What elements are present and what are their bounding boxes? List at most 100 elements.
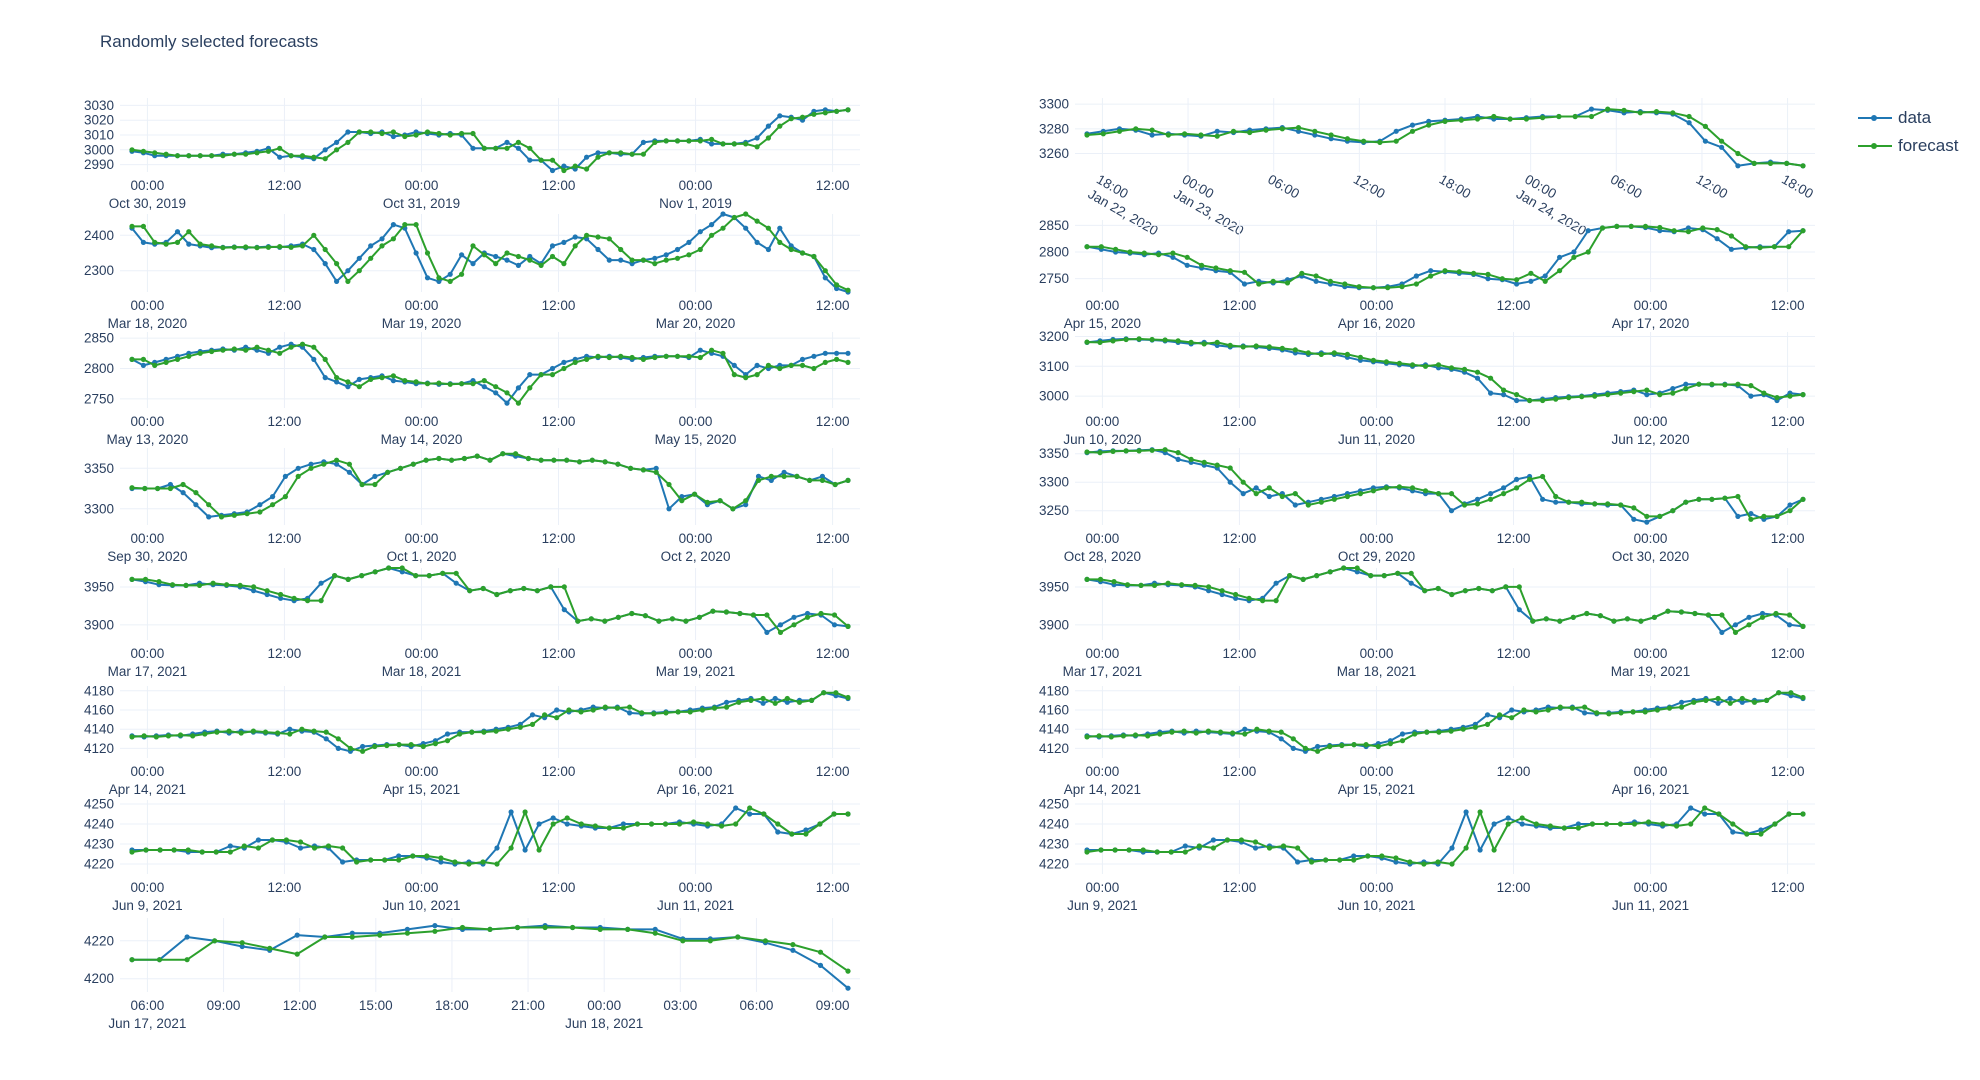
point-forecast	[625, 926, 631, 933]
point-data	[1732, 622, 1739, 628]
point-data	[180, 490, 186, 496]
point-forecast	[1219, 588, 1225, 594]
point-forecast	[651, 711, 657, 717]
point-forecast	[561, 365, 567, 372]
point-forecast	[1182, 849, 1188, 855]
point-data	[845, 985, 851, 991]
y-tick-label: 3900	[1039, 617, 1069, 632]
point-forecast	[1474, 501, 1481, 507]
point-forecast	[1424, 729, 1430, 735]
point-forecast	[1315, 748, 1321, 754]
point-forecast	[538, 372, 544, 378]
point-forecast	[1205, 728, 1211, 734]
point-forecast	[197, 350, 203, 356]
x-tick-date: May 14, 2020	[381, 432, 463, 447]
point-forecast	[461, 455, 467, 462]
point-forecast	[1719, 612, 1725, 618]
point-data	[549, 167, 556, 174]
point-forecast	[190, 733, 196, 739]
point-forecast	[294, 951, 300, 957]
point-forecast	[1279, 493, 1285, 500]
x-tick-date: Mar 20, 2020	[656, 316, 736, 331]
legend-item-data[interactable]: data	[1858, 104, 1958, 132]
point-forecast	[345, 139, 351, 145]
point-data	[1728, 246, 1734, 252]
point-forecast	[663, 257, 669, 263]
point-forecast	[226, 728, 232, 734]
y-tick-label: 2850	[1039, 218, 1069, 233]
point-forecast	[209, 243, 215, 249]
point-forecast	[1116, 128, 1123, 134]
x-tick-date: Mar 18, 2021	[1337, 664, 1417, 679]
point-data	[1702, 138, 1708, 144]
chart-panel: 4120 4140 4160 4180 00:00 Apr 14, 2021 12:00 00…	[84, 683, 860, 797]
point-forecast	[1399, 284, 1405, 290]
point-forecast	[360, 748, 366, 754]
x-tick-label: 00:00	[405, 531, 439, 546]
point-data	[1739, 699, 1745, 705]
point-forecast	[291, 595, 297, 601]
point-forecast	[584, 232, 590, 238]
point-forecast	[1800, 623, 1806, 630]
point-data	[777, 622, 784, 628]
point-forecast	[796, 699, 803, 705]
point-data	[1474, 496, 1481, 502]
point-forecast	[709, 136, 715, 142]
point-forecast	[1557, 618, 1563, 624]
point-forecast	[1642, 223, 1649, 229]
point-data	[731, 362, 737, 368]
point-forecast	[1709, 381, 1715, 387]
point-data	[396, 853, 402, 859]
point-forecast	[1540, 473, 1546, 480]
y-tick-label: 2800	[1039, 245, 1069, 260]
point-forecast	[642, 613, 649, 619]
point-forecast	[1521, 707, 1527, 713]
point-forecast	[1127, 249, 1133, 255]
point-data	[834, 350, 840, 356]
point-forecast	[1162, 447, 1168, 453]
point-forecast	[1273, 598, 1279, 604]
point-data	[349, 930, 355, 936]
point-forecast	[1488, 375, 1494, 381]
x-tick-date: Mar 18, 2021	[382, 664, 462, 679]
y-tick-label: 3950	[84, 579, 114, 594]
point-forecast	[772, 700, 778, 706]
point-forecast	[1435, 491, 1442, 497]
point-forecast	[1456, 269, 1462, 275]
point-forecast	[335, 736, 341, 742]
point-data	[1312, 132, 1318, 138]
point-forecast	[576, 459, 583, 465]
point-forecast	[572, 359, 578, 365]
point-forecast	[1599, 225, 1606, 231]
chart-panel: 3900 3950 00:00 Mar 17, 2021 12:00 00:00 Mar 1…	[1039, 565, 1815, 679]
point-forecast	[1561, 825, 1567, 831]
point-forecast	[666, 481, 672, 488]
point-forecast	[1165, 580, 1171, 586]
point-data	[1516, 607, 1522, 613]
point-data	[1448, 508, 1455, 514]
point-data	[1210, 837, 1216, 843]
point-forecast	[1192, 582, 1198, 589]
x-tick-label: 09:00	[816, 998, 850, 1013]
point-data	[1399, 731, 1406, 737]
x-tick-label: 12:00	[1497, 764, 1531, 779]
point-forecast	[765, 135, 772, 141]
x-tick-label: 00:00	[131, 764, 165, 779]
x-tick-date: Jun 11, 2021	[1612, 898, 1689, 913]
legend-item-forecast[interactable]: forecast	[1858, 132, 1958, 160]
point-forecast	[299, 153, 306, 159]
point-forecast	[602, 459, 608, 465]
series-line-forecast	[131, 452, 849, 518]
point-data	[184, 934, 190, 940]
legend[interactable]: data forecast	[1858, 104, 1958, 160]
point-forecast	[1735, 493, 1741, 500]
point-forecast	[202, 731, 208, 737]
point-data	[606, 257, 612, 263]
point-forecast	[238, 730, 244, 736]
y-tick-label: 2400	[84, 228, 114, 243]
point-forecast	[459, 130, 465, 137]
point-forecast	[784, 695, 790, 702]
point-forecast	[719, 823, 725, 829]
point-forecast	[1761, 513, 1767, 520]
x-tick-date: Jun 18, 2021	[565, 1016, 643, 1031]
